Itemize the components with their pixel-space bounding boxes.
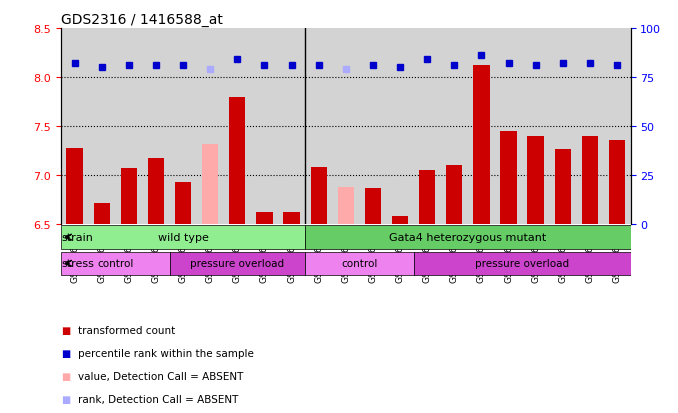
Bar [311, 168, 327, 225]
Text: control: control [97, 259, 134, 268]
Bar [527, 137, 544, 225]
Bar [446, 166, 462, 225]
Bar [229, 97, 245, 225]
Text: stress: stress [62, 259, 94, 268]
Bar [202, 144, 218, 225]
Bar [283, 213, 300, 225]
Bar [175, 183, 191, 225]
Bar [94, 203, 110, 225]
Text: wild type: wild type [157, 233, 209, 242]
FancyBboxPatch shape [61, 226, 305, 249]
FancyBboxPatch shape [61, 252, 170, 275]
Bar [555, 149, 571, 225]
Bar [365, 188, 381, 225]
Bar [148, 159, 164, 225]
Bar [473, 66, 490, 225]
Bar [609, 140, 625, 225]
Bar [256, 213, 273, 225]
Bar [419, 171, 435, 225]
Bar [121, 169, 137, 225]
Text: pressure overload: pressure overload [191, 259, 284, 268]
Text: Gata4 heterozygous mutant: Gata4 heterozygous mutant [389, 233, 546, 242]
Text: ■: ■ [61, 371, 71, 381]
Text: transformed count: transformed count [78, 325, 175, 335]
Text: pressure overload: pressure overload [475, 259, 569, 268]
Text: control: control [341, 259, 378, 268]
FancyBboxPatch shape [305, 226, 631, 249]
Text: percentile rank within the sample: percentile rank within the sample [78, 348, 254, 358]
FancyBboxPatch shape [305, 252, 414, 275]
FancyBboxPatch shape [414, 252, 631, 275]
FancyBboxPatch shape [170, 252, 305, 275]
Bar [66, 148, 83, 225]
Bar [500, 132, 517, 225]
Text: ■: ■ [61, 348, 71, 358]
Text: GDS2316 / 1416588_at: GDS2316 / 1416588_at [61, 12, 223, 26]
Text: value, Detection Call = ABSENT: value, Detection Call = ABSENT [78, 371, 243, 381]
Bar [338, 188, 354, 225]
Text: rank, Detection Call = ABSENT: rank, Detection Call = ABSENT [78, 394, 239, 404]
Text: strain: strain [62, 233, 94, 242]
Bar [582, 137, 598, 225]
Text: ■: ■ [61, 325, 71, 335]
Text: ■: ■ [61, 394, 71, 404]
Bar [392, 217, 408, 225]
